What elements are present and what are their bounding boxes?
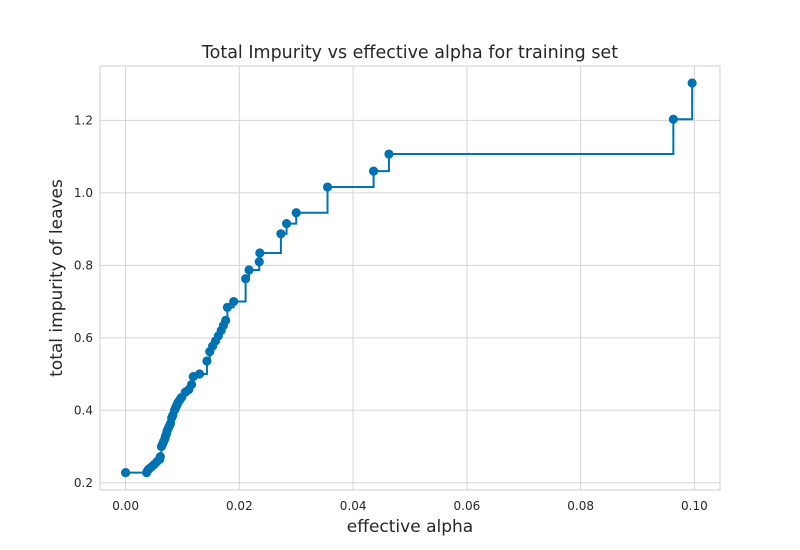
y-tick-label: 1.2 [74, 113, 93, 127]
data-point [368, 166, 379, 176]
y-axis-label: total impurity of leaves [47, 179, 67, 377]
data-point [202, 356, 212, 366]
data-point [384, 149, 394, 159]
y-tick-label: 0.8 [74, 258, 93, 272]
data-point [222, 302, 233, 312]
grid [100, 66, 720, 490]
series-markers [120, 78, 697, 478]
x-axis-label: effective alpha [347, 517, 473, 537]
data-point [241, 274, 251, 284]
y-tick-label: 0.6 [74, 331, 93, 345]
x-tick-label: 0.08 [567, 499, 594, 513]
y-tick-label: 0.2 [74, 476, 93, 490]
data-point [194, 369, 205, 379]
x-tick-label: 0.04 [340, 499, 367, 513]
data-point [254, 257, 264, 267]
plot-frame [99, 65, 721, 491]
x-tick-label: 0.00 [112, 499, 139, 513]
data-point [186, 379, 197, 390]
data-point [687, 78, 697, 88]
data-point [668, 114, 678, 124]
x-tick-label: 0.06 [454, 499, 481, 513]
chart-title: Total Impurity vs effective alpha for tr… [201, 43, 618, 63]
y-tick-label: 1.0 [74, 186, 93, 200]
data-point [229, 296, 239, 307]
y-axis-ticks: 0.2 0.4 0.6 0.8 1.0 1.2 [74, 113, 93, 489]
y-tick-label: 0.4 [74, 403, 93, 417]
data-point [155, 452, 165, 462]
data-point [255, 248, 265, 258]
data-point [322, 182, 333, 192]
data-point [221, 315, 231, 325]
data-point [276, 229, 286, 239]
x-tick-label: 0.02 [226, 499, 253, 513]
data-point [120, 468, 131, 478]
data-point [281, 219, 292, 229]
x-axis-ticks: 0.00 0.02 0.04 0.06 0.08 0.10 [112, 499, 708, 513]
x-tick-label: 0.10 [681, 499, 708, 513]
data-point [291, 208, 301, 218]
data-point [244, 265, 254, 275]
